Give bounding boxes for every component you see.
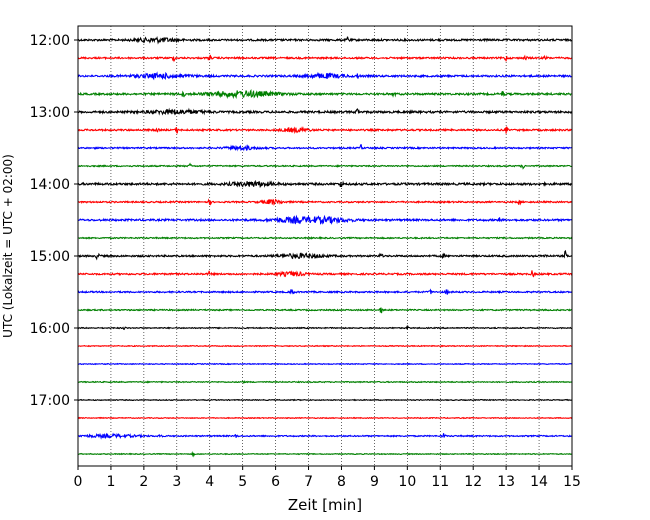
- trace-1645: [77, 380, 573, 385]
- x-tick-label: 14: [530, 474, 548, 490]
- y-tick-label: 14:00: [30, 177, 70, 193]
- trace-1715: [77, 416, 573, 420]
- trace-1515: [77, 270, 573, 278]
- trace-1200: [77, 36, 573, 45]
- trace-1345: [77, 162, 573, 170]
- x-tick-label: 0: [74, 474, 83, 490]
- x-tick-label: 9: [370, 474, 379, 490]
- x-tick-label: 15: [563, 474, 581, 490]
- y-tick-label: 15:00: [30, 249, 70, 265]
- x-tick-label: 12: [464, 474, 482, 490]
- trace-1700: [77, 398, 573, 402]
- x-axis: 0 1 2 3 4 5 6 7 8 9 10 11 12 13 14 15: [74, 466, 581, 490]
- x-tick-label: 11: [431, 474, 449, 490]
- y-tick-label: 17:00: [30, 393, 70, 409]
- trace-1530: [77, 288, 573, 295]
- trace-group: [77, 36, 573, 458]
- x-axis-label: Zeit [min]: [288, 496, 362, 514]
- x-tick-label: 1: [106, 474, 115, 490]
- trace-1215: [77, 54, 573, 63]
- x-tick-label: 5: [238, 474, 247, 490]
- x-tick-label: 4: [205, 474, 214, 490]
- trace-1430: [77, 214, 573, 225]
- y-axis: 12:00 13:00 14:00 15:00 16:00 17:00: [30, 33, 78, 409]
- x-tick-label: 13: [497, 474, 515, 490]
- y-tick-label: 13:00: [30, 105, 70, 121]
- x-tick-label: 8: [337, 474, 346, 490]
- y-tick-label: 16:00: [30, 321, 70, 337]
- trace-1230: [77, 71, 573, 81]
- trace-1600: [77, 324, 573, 331]
- y-tick-label: 12:00: [30, 33, 70, 49]
- trace-1730: [77, 432, 573, 440]
- trace-1630: [77, 362, 573, 366]
- x-tick-label: 2: [139, 474, 148, 490]
- trace-1300: [77, 107, 573, 116]
- trace-1415: [77, 198, 573, 206]
- trace-1500: [77, 249, 573, 261]
- x-tick-label: 10: [398, 474, 416, 490]
- x-tick-label: 3: [172, 474, 181, 490]
- y-axis-label: UTC (Lokalzeit = UTC + 02:00): [1, 154, 15, 338]
- vertical-grid: [110, 26, 540, 466]
- x-tick-label: 7: [304, 474, 313, 490]
- trace-1545: [78, 307, 573, 314]
- trace-1245: [77, 89, 573, 100]
- x-tick-label: 6: [271, 474, 280, 490]
- trace-1615: [77, 344, 573, 348]
- trace-1745: [77, 451, 572, 458]
- trace-1315: [78, 125, 573, 134]
- plot-frame: [77, 25, 573, 467]
- trace-1330: [77, 144, 573, 152]
- trace-1400: [77, 179, 573, 189]
- trace-1445: [77, 236, 573, 240]
